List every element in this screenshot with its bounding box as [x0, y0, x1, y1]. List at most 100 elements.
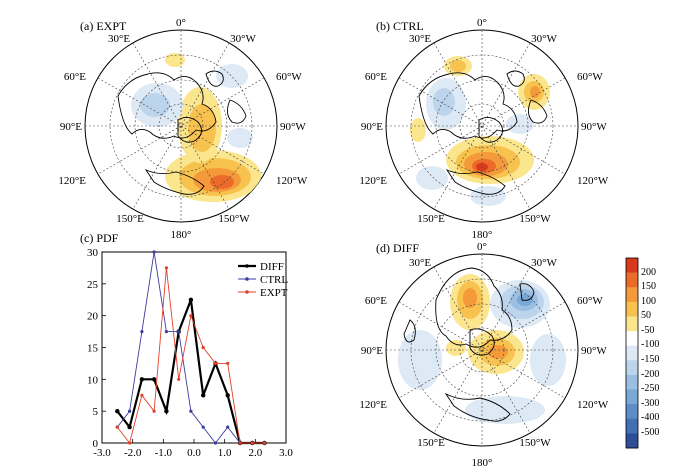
- y-tick-label: 30: [87, 247, 99, 259]
- lon-label-60w: 60°W: [577, 295, 603, 307]
- data-point-expt: [140, 393, 144, 397]
- legend-label-ctrl: CTRL: [260, 274, 288, 286]
- lon-label-30e: 30°E: [108, 33, 130, 45]
- y-tick-label: 20: [87, 311, 99, 323]
- data-point-ctrl: [201, 425, 205, 429]
- panel-c-pdf-chart: (c) PDF -3.0 -2.0 -1.0 0.0 1.0 2.0 3.0 0 5 10 15 20…: [80, 231, 293, 459]
- y-tick-label: 0: [93, 438, 99, 450]
- cb-tick: -50: [641, 325, 654, 336]
- plot-frame: [101, 251, 287, 444]
- data-point-ctrl: [213, 441, 218, 445]
- cb-tick: -250: [641, 383, 659, 394]
- panel-d-coastlines: [403, 267, 535, 422]
- colorbar-swatch: [626, 287, 638, 303]
- colorbar-swatch: [626, 389, 638, 405]
- lon-label-150e: 150°E: [417, 213, 445, 225]
- data-point-diff: [127, 424, 132, 430]
- x-tick-label: -2.0: [124, 447, 142, 459]
- panel-a-graticule: [85, 30, 277, 222]
- y-tick-label: 10: [87, 374, 99, 386]
- lon-label-30w: 30°W: [531, 257, 557, 269]
- data-point-expt: [250, 441, 254, 445]
- y-tick-label: 5: [93, 406, 99, 418]
- data-point-diff: [115, 409, 120, 414]
- colorbar-swatch: [626, 345, 638, 361]
- lon-label-120w: 120°W: [276, 175, 308, 187]
- panel-a-lon-labels: 0° 30°E 30°W 60°E 60°W 90°E 90°W 120°E 1…: [58, 17, 308, 241]
- x-tick-label: 1.0: [218, 447, 232, 459]
- panel-d-anomaly-field: [398, 274, 566, 424]
- data-point-diff: [188, 297, 194, 302]
- series-line-diff: [116, 299, 265, 445]
- colorbar-swatch: [626, 316, 638, 332]
- lon-label-0: 0°: [176, 17, 186, 29]
- panel-b-anomaly-field: [410, 56, 550, 206]
- data-point-ctrl: [128, 409, 132, 413]
- lon-label-120e: 120°E: [359, 175, 387, 187]
- cb-tick: 200: [641, 267, 656, 278]
- lon-label-90e: 90°E: [361, 345, 383, 357]
- x-tick-label: 0.0: [187, 447, 201, 459]
- lon-label-150w: 150°W: [519, 213, 551, 225]
- chart-axes: -3.0 -2.0 -1.0 0.0 1.0 2.0 3.0 0 5 10 15 20 25 30: [87, 247, 293, 459]
- cb-tick: -150: [641, 354, 659, 365]
- data-point-expt: [262, 441, 267, 445]
- cb-tick: 150: [641, 281, 656, 292]
- colorbar-swatch: [626, 258, 638, 273]
- legend-marker-expt: [245, 290, 249, 294]
- colorbar-swatch: [626, 331, 638, 346]
- panel-b-ctrl: (b) CTRL: [359, 17, 609, 241]
- lon-label-60w: 60°W: [276, 71, 302, 83]
- lon-label-0: 0°: [477, 241, 487, 253]
- colorbar-swatches: [626, 258, 638, 449]
- data-point-expt: [177, 377, 181, 381]
- data-point-diff: [201, 393, 206, 398]
- lon-label-120e: 120°E: [359, 399, 387, 411]
- data-point-ctrl: [189, 409, 193, 413]
- lon-label-30e: 30°E: [409, 257, 431, 269]
- cb-tick: -200: [641, 369, 659, 380]
- data-point-diff: [225, 393, 230, 398]
- cb-tick: -400: [641, 412, 659, 423]
- data-point-diff: [164, 409, 169, 414]
- lon-label-90w: 90°W: [581, 345, 607, 357]
- data-point-ctrl: [152, 250, 156, 254]
- lon-label-180: 180°: [472, 457, 493, 469]
- data-point-expt: [128, 441, 132, 445]
- data-point-expt: [213, 361, 218, 365]
- panel-b-graticule: [386, 30, 578, 222]
- y-tick-label: 25: [87, 279, 99, 291]
- x-tick-label: 3.0: [279, 447, 293, 459]
- colorbar-swatch: [626, 272, 638, 288]
- data-point-expt: [152, 409, 156, 413]
- lon-label-90e: 90°E: [60, 121, 82, 133]
- panel-a-coastlines: [117, 70, 247, 195]
- series-line-ctrl: [116, 251, 265, 444]
- cb-tick: -100: [641, 339, 659, 350]
- lon-label-180: 180°: [472, 229, 493, 241]
- legend-marker-diff: [245, 264, 249, 268]
- lon-label-120w: 120°W: [577, 399, 609, 411]
- cb-tick: -500: [641, 427, 659, 438]
- lon-label-150w: 150°W: [519, 437, 551, 449]
- chart-title: (c) PDF: [80, 231, 119, 245]
- data-point-ctrl: [177, 330, 181, 334]
- lon-label-60w: 60°W: [577, 71, 603, 83]
- data-point-ctrl: [140, 330, 144, 334]
- panel-a-expt: (a) EXPT: [58, 17, 308, 241]
- legend-label-diff: DIFF: [260, 261, 284, 273]
- colorbar-swatch: [626, 374, 638, 390]
- lon-label-30w: 30°W: [230, 33, 256, 45]
- lon-label-180: 180°: [171, 229, 192, 241]
- panel-d-label: (d) DIFF: [376, 241, 419, 255]
- data-point-expt: [164, 266, 168, 270]
- colorbar-swatch: [626, 433, 638, 449]
- data-point-diff: [139, 377, 145, 382]
- panel-d-graticule: [386, 254, 578, 446]
- colorbar-tick-labels: 200 150 100 50 -50 -100 -150 -200 -250 -…: [641, 267, 659, 438]
- x-tick-label: -1.0: [155, 447, 173, 459]
- data-point-expt: [238, 441, 242, 445]
- lon-label-0: 0°: [477, 17, 487, 29]
- data-point-expt: [201, 345, 205, 350]
